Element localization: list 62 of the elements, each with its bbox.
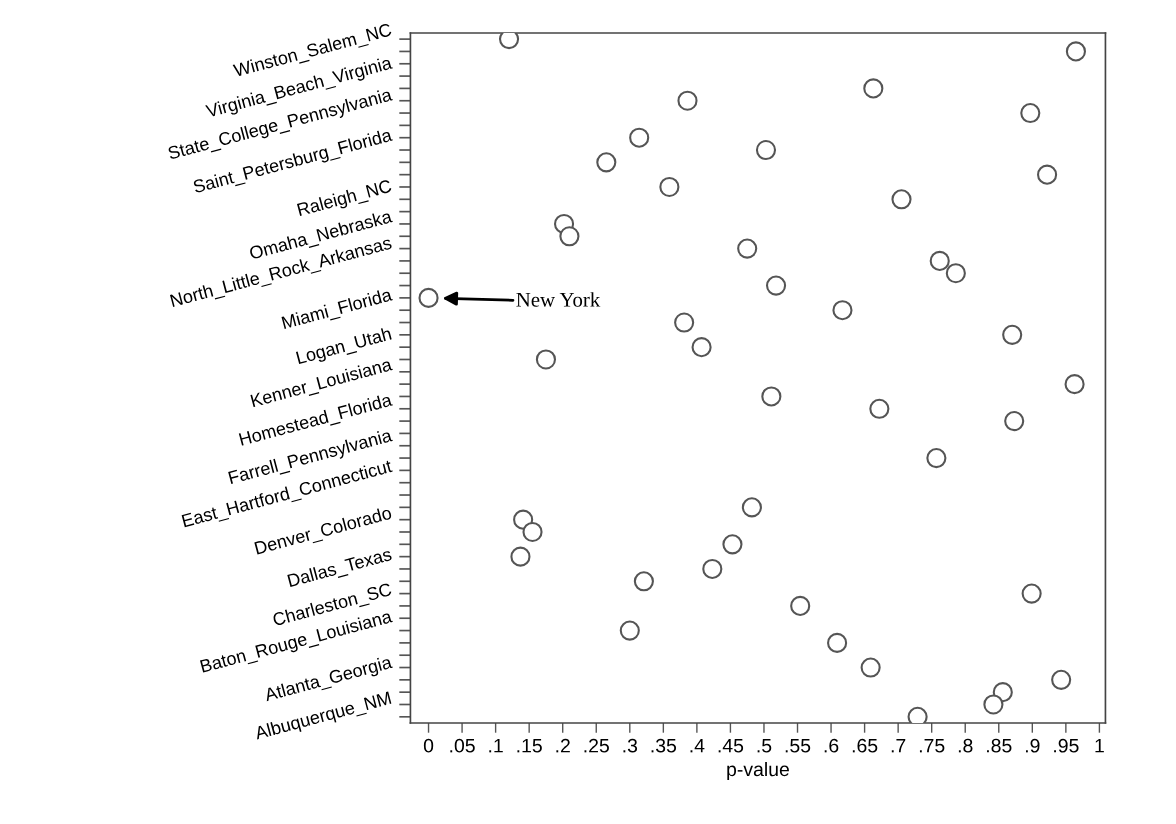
point <box>659 176 680 198</box>
point <box>827 632 848 653</box>
point <box>929 250 950 271</box>
x-tick-label: .45 <box>718 738 744 753</box>
point <box>737 238 758 259</box>
x-tick-label: .35 <box>651 738 677 753</box>
point <box>674 312 695 333</box>
point <box>926 447 947 469</box>
x-tick-label: .25 <box>584 738 609 753</box>
point <box>1021 583 1042 604</box>
x-tick-label: .65 <box>852 738 878 753</box>
x-tick-label: .3 <box>623 738 638 753</box>
x-tick-label: .8 <box>958 738 973 753</box>
x-tick-label: 1 <box>1095 738 1104 753</box>
x-tick-label: .95 <box>1054 738 1079 753</box>
point <box>741 497 762 518</box>
x-tick-label: .7 <box>891 738 906 753</box>
point <box>1065 41 1086 62</box>
point <box>559 226 580 247</box>
point <box>945 263 966 284</box>
point <box>863 78 884 99</box>
x-tick-label: .85 <box>987 738 1012 753</box>
point <box>522 521 543 543</box>
point <box>702 558 723 580</box>
x-axis-title: p-value <box>727 761 789 781</box>
point <box>619 620 640 641</box>
point <box>755 139 777 161</box>
x-tick-label: .75 <box>919 738 945 753</box>
point <box>677 90 698 111</box>
point <box>1002 324 1023 345</box>
point <box>535 349 557 370</box>
point <box>633 571 654 592</box>
x-tick-label: .9 <box>1025 738 1040 753</box>
point <box>596 152 617 173</box>
point <box>860 657 881 678</box>
x-tick-label: .55 <box>785 738 811 753</box>
point <box>1037 164 1058 185</box>
x-tick-label: .2 <box>556 738 570 753</box>
point <box>510 546 531 567</box>
x-tick-label: .15 <box>517 738 542 753</box>
point <box>629 127 650 148</box>
point <box>869 398 890 419</box>
x-tick-label: .1 <box>489 738 503 753</box>
point <box>722 534 743 555</box>
point <box>983 694 1004 715</box>
point <box>418 287 439 308</box>
x-tick-label: .05 <box>450 738 475 753</box>
point <box>1004 411 1025 432</box>
point <box>761 386 782 407</box>
x-tick-label: 0 <box>423 738 434 753</box>
annotation: New York <box>516 292 601 307</box>
point <box>765 275 787 296</box>
point <box>691 337 712 358</box>
point <box>891 189 912 210</box>
point <box>1051 669 1072 690</box>
point <box>1020 102 1041 124</box>
point <box>832 300 853 321</box>
x-tick-label: .4 <box>690 738 705 753</box>
x-tick-label: .5 <box>757 738 772 753</box>
x-tick-label: .6 <box>824 738 839 753</box>
point <box>790 595 811 616</box>
point <box>1064 374 1085 395</box>
